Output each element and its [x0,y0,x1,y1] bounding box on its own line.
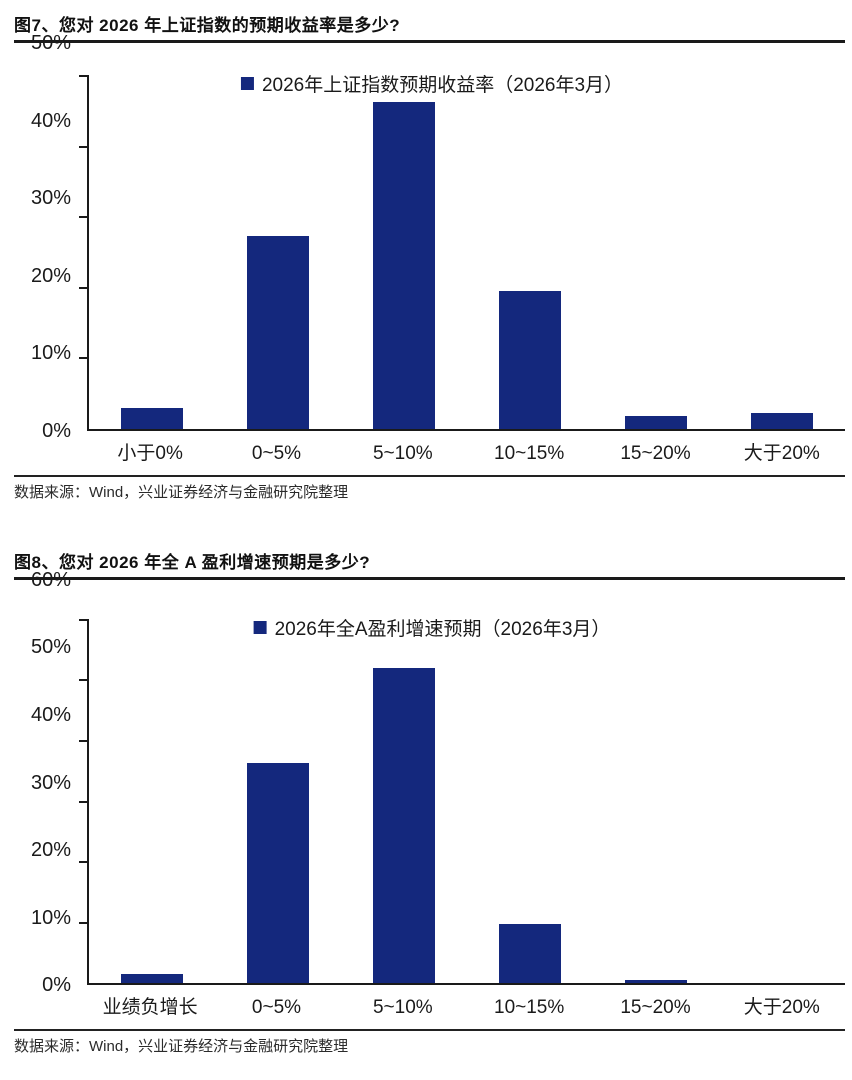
bar-slot [215,76,341,429]
y-tick [79,357,89,360]
legend-label: 2026年上证指数预期收益率（2026年3月） [261,75,624,96]
x-category-label: 小于0% [117,443,183,464]
legend: 2026年上证指数预期收益率（2026年3月） [240,70,624,97]
legend-swatch [253,621,267,634]
y-tick [79,860,89,863]
bar-slot [593,76,719,429]
y-tick [79,679,89,682]
bar-slot [341,620,467,983]
bar [247,236,309,429]
bar-slot [89,76,215,429]
y-tick-label: 20% [30,264,71,287]
y-tick-label: 0% [42,420,71,442]
bar-slot [467,620,593,983]
bar-slot [215,620,341,983]
y-tick [79,619,89,621]
y-tick [79,75,89,77]
source-divider [14,1029,845,1031]
bars-row [89,620,845,983]
x-category-label: 10~15% [494,443,565,464]
plot-area: 2026年上证指数预期收益率（2026年3月） [79,75,845,431]
legend: 2026年全A盈利增速预期（2026年3月） [253,614,611,641]
figure-7-title: 图7、您对 2026 年上证指数的预期收益率是多少? [14,16,401,35]
bar [625,416,687,429]
x-category-label: 大于20% [743,443,820,464]
x-category-label: 15~20% [620,443,691,464]
y-axis: 60% 50% 40% 30% 20% 10% 0% [14,569,87,996]
bar-slot [719,76,845,429]
bar-slot [89,620,215,983]
figure-7-chart: 50% 40% 30% 20% 10% 0% 2026年上证指数预期收益率（2026年3月… [14,32,845,467]
y-tick [79,286,89,289]
x-category-label: 5~10% [372,443,433,464]
bar [499,924,561,983]
legend-label: 2026年全A盈利增速预期（2026年3月） [274,619,611,640]
y-tick-label: 50% [30,32,71,54]
plot-row: 50% 40% 30% 20% 10% 0% 2026年上证指数预期收益率（2026年3月… [14,32,845,442]
x-category-label: 0~5% [251,443,302,464]
y-axis: 50% 40% 30% 20% 10% 0% [14,32,87,442]
bar [499,291,561,429]
figure-8-title: 图8、您对 2026 年全 A 盈利增速预期是多少? [14,553,371,572]
bar-slot [467,76,593,429]
bars-row [89,76,845,429]
legend-swatch [240,77,254,90]
source-divider [14,475,845,477]
x-category-label: 大于20% [743,997,820,1018]
figure-8-chart: 60% 50% 40% 30% 20% 10% 0% 2026年全A盈利增速预期（2026年… [14,569,845,1021]
bar-slot [719,620,845,983]
bar [247,762,309,983]
figure-7-source: 数据来源：Wind，兴业证券经济与金融研究院整理 [14,484,349,501]
y-tick-label: 20% [30,838,71,861]
x-category-label: 业绩负增长 [102,997,198,1018]
bar [121,973,183,983]
bar-slot [341,76,467,429]
bar [751,413,813,429]
x-labels: 小于0% 0~5% 5~10% 10~15% 15~20% 大于20% [87,441,845,467]
y-tick-label: 10% [30,342,71,365]
y-tick-label: 60% [30,569,71,591]
y-tick-label: 30% [30,771,71,794]
y-tick-label: 0% [42,974,71,996]
x-category-label: 0~5% [251,997,302,1018]
y-tick-label: 50% [30,636,71,659]
y-tick-label: 10% [30,906,71,929]
figure-8-section: 图8、您对 2026 年全 A 盈利增速预期是多少? 60% 50% 40% 30% 2… [14,551,845,1057]
y-tick-label: 30% [30,187,71,210]
x-category-label: 10~15% [494,997,565,1018]
y-tick [79,739,89,742]
x-category-label: 15~20% [620,997,691,1018]
y-tick [79,800,89,803]
y-tick-label: 40% [30,109,71,132]
y-tick [79,921,89,924]
figure-8-source: 数据来源：Wind，兴业证券经济与金融研究院整理 [14,1038,349,1055]
x-labels: 业绩负增长 0~5% 5~10% 10~15% 15~20% 大于20% [87,995,845,1021]
bar [373,668,435,983]
bar [121,407,183,429]
title-divider [14,40,845,43]
bar [625,979,687,983]
bar [373,102,435,429]
plot-row: 60% 50% 40% 30% 20% 10% 0% 2026年全A盈利增速预期（2026年… [14,569,845,996]
y-tick [79,145,89,148]
plot-area: 2026年全A盈利增速预期（2026年3月） [79,619,845,985]
bar-slot [593,620,719,983]
x-category-label: 5~10% [372,997,433,1018]
figure-7-section: 图7、您对 2026 年上证指数的预期收益率是多少? 50% 40% 30% 20% 1… [14,14,845,503]
title-divider [14,577,845,580]
y-tick [79,216,89,219]
y-tick-label: 40% [30,703,71,726]
